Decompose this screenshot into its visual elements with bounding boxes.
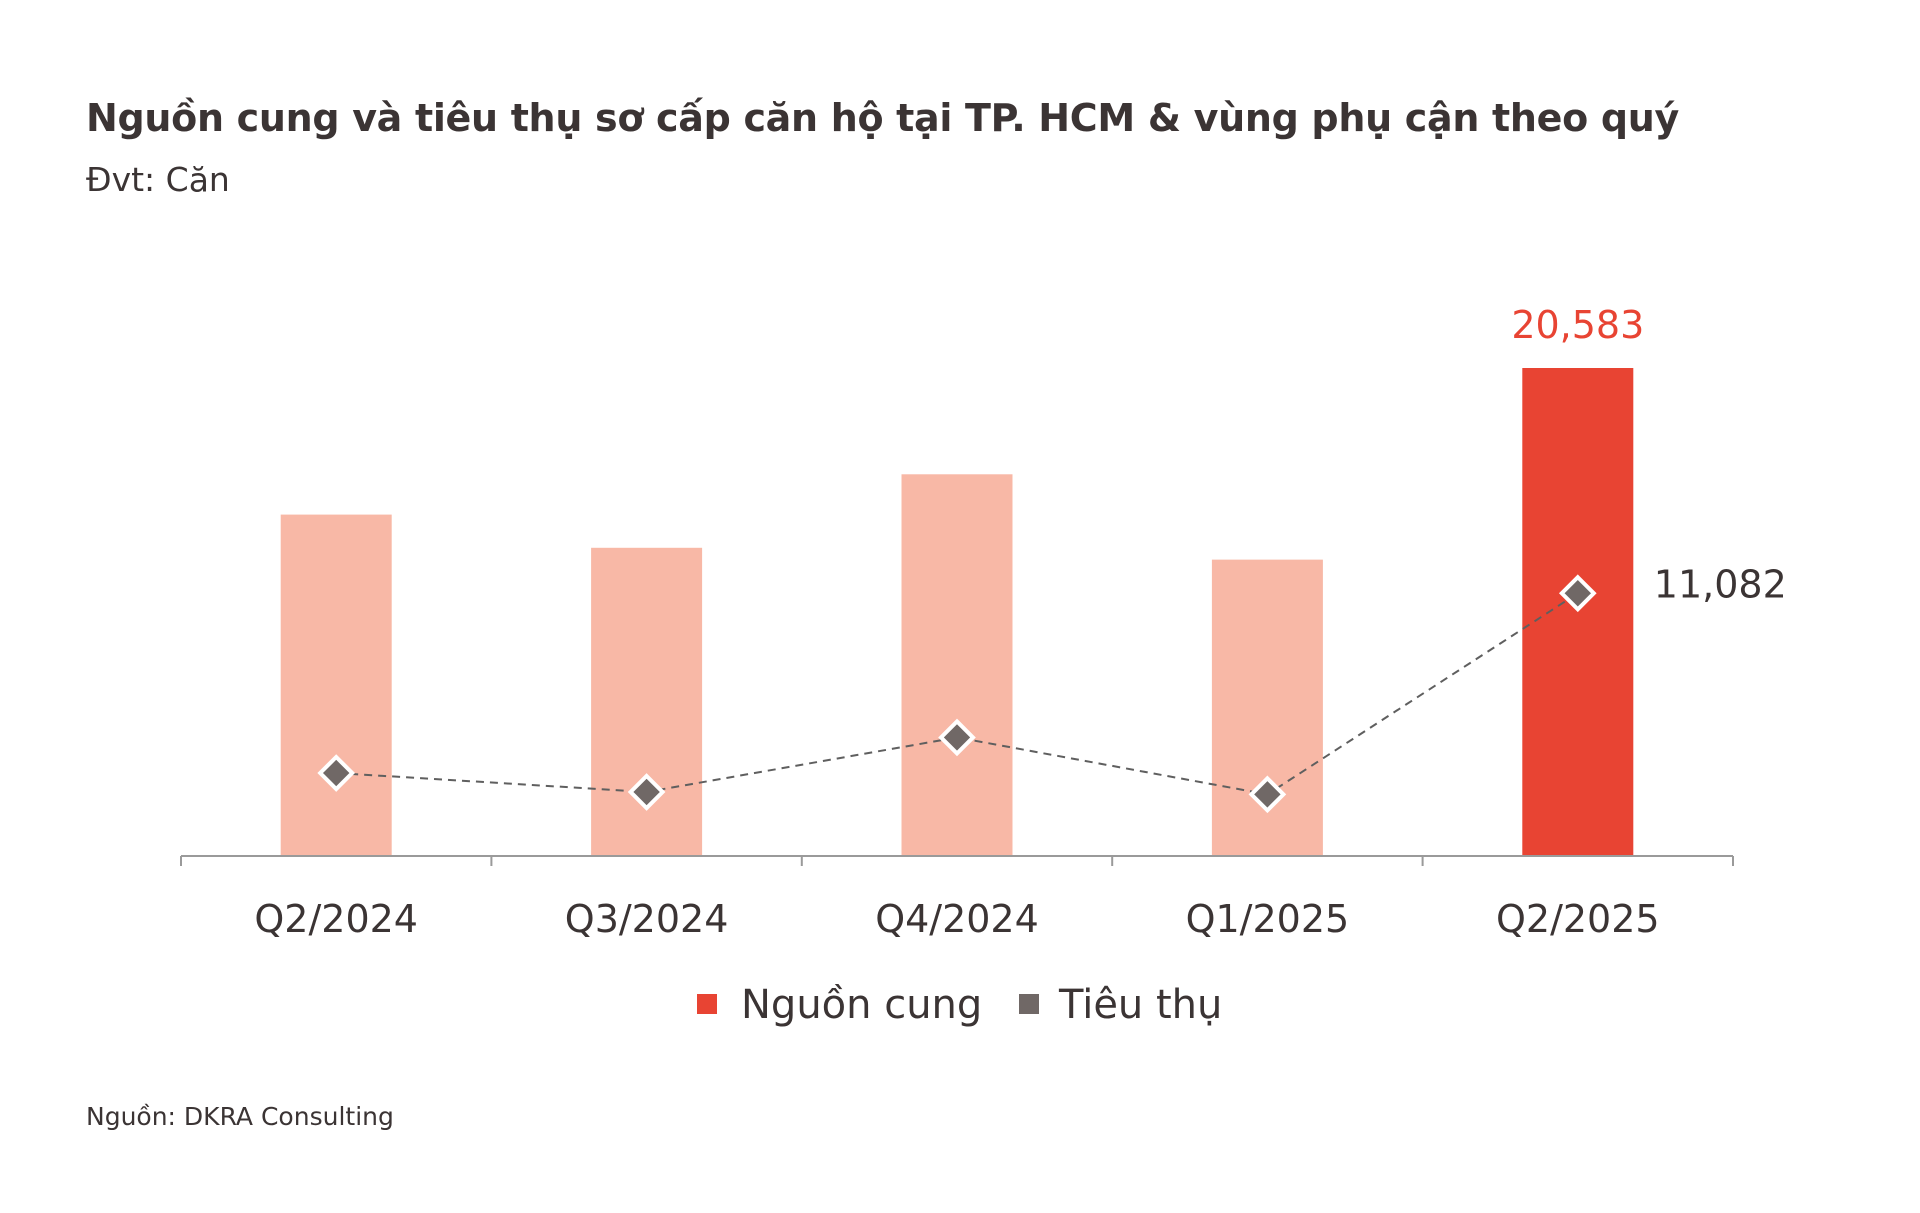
consumption-marker-q1-2025 (1248, 775, 1287, 814)
x-axis-tick-labels: Q2/2024 Q3/2024 Q4/2024 Q1/2025 Q2/2025 (254, 897, 1659, 941)
x-tick-label-q2-2025: Q2/2025 (1496, 897, 1660, 941)
consumption-line (336, 592, 1579, 796)
supply-bar-q2-2024 (280, 514, 392, 856)
consumption-value-label-q2-2025: 11,082 (1654, 562, 1787, 606)
x-tick-label-q2-2024: Q2/2024 (254, 897, 418, 941)
consumption-marker-q2-2024 (317, 754, 356, 792)
consumption-marker-q4-2024 (938, 718, 976, 757)
legend-label-supply: Nguồn cung (741, 982, 982, 1028)
consumption-marker-q3-2024 (627, 773, 666, 811)
chart-unit-subtitle: Đvt: Căn (86, 160, 230, 199)
supply-bars (280, 368, 1634, 856)
supply-value-label-q2-2025: 20,583 (1511, 303, 1644, 347)
consumption-markers (317, 574, 1597, 814)
legend-label-consumption: Tiêu thụ (1058, 982, 1222, 1028)
x-tick-label-q1-2025: Q1/2025 (1186, 897, 1350, 941)
legend-swatch-consumption (1019, 994, 1039, 1014)
source-note: Nguồn: DKRA Consulting (86, 1102, 394, 1131)
x-axis-ticks (180, 856, 1734, 866)
legend-swatch-supply (697, 994, 717, 1014)
chart-title: Nguồn cung và tiêu thụ sơ cấp căn hộ tại… (86, 96, 1679, 140)
consumption-marker-q2-2025 (1558, 574, 1597, 613)
legend: Nguồn cung Tiêu thụ (697, 982, 1222, 1028)
x-tick-label-q4-2024: Q4/2024 (875, 897, 1039, 941)
supply-bar-q4-2024 (901, 474, 1013, 856)
x-tick-label-q3-2024: Q3/2024 (565, 897, 729, 941)
